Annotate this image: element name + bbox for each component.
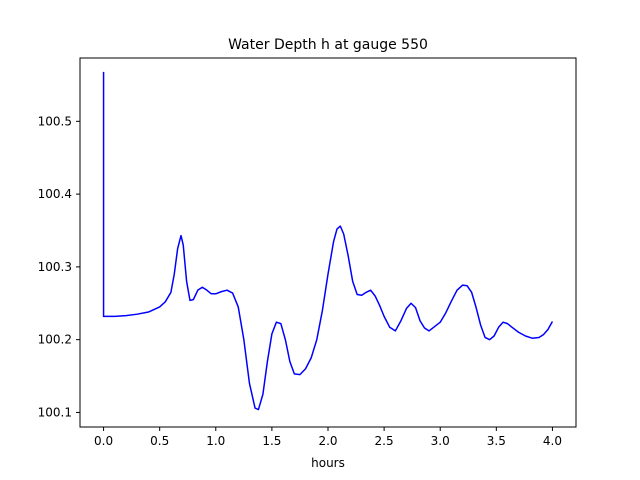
y-tick-label: 100.5 — [38, 114, 72, 128]
x-tick-label: 1.5 — [262, 434, 281, 448]
y-tick-label: 100.2 — [38, 333, 72, 347]
x-tick-label: 0.5 — [150, 434, 169, 448]
x-tick-label: 3.5 — [487, 434, 506, 448]
x-axis-label: hours — [311, 456, 345, 470]
x-tick-label: 1.0 — [206, 434, 225, 448]
x-axis-ticks: 0.0 0.5 1.0 1.5 2.0 2.5 3.0 3.5 4.0 — [94, 427, 562, 448]
x-tick-label: 4.0 — [543, 434, 562, 448]
y-tick-label: 100.1 — [38, 405, 72, 419]
x-tick-label: 2.5 — [375, 434, 394, 448]
series-line — [102, 71, 554, 411]
chart-title: Water Depth h at gauge 550 — [228, 37, 428, 53]
y-tick-label: 100.4 — [38, 187, 72, 201]
y-axis-ticks: 100.1 100.2 100.3 100.4 100.5 — [38, 114, 80, 419]
y-tick-label: 100.3 — [38, 260, 72, 274]
x-tick-label: 2.0 — [318, 434, 337, 448]
plot-area — [102, 71, 554, 411]
x-tick-label: 0.0 — [94, 434, 113, 448]
x-tick-label: 3.0 — [431, 434, 450, 448]
